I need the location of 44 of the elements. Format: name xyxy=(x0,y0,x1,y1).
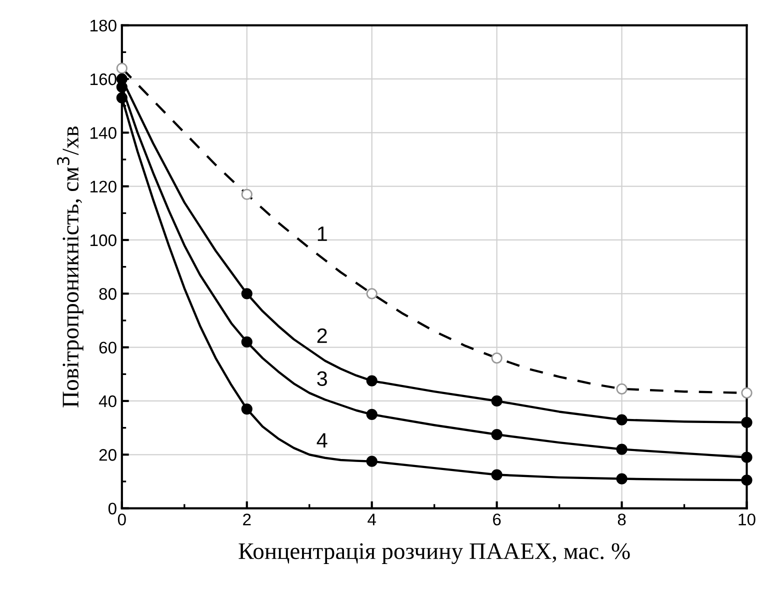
point xyxy=(491,469,502,480)
point xyxy=(241,188,252,200)
y-tick-label: 100 xyxy=(90,234,116,246)
y-tick-label: 160 xyxy=(90,73,116,86)
point xyxy=(491,395,502,407)
point xyxy=(366,375,378,386)
y-tick-label: 140 xyxy=(90,127,116,139)
point xyxy=(741,387,752,398)
point xyxy=(241,288,252,300)
point xyxy=(491,428,502,440)
series-label: 2 xyxy=(317,328,327,343)
y-tick-label: 180 xyxy=(90,20,116,32)
point xyxy=(241,336,252,348)
y-tick-label: 40 xyxy=(98,395,116,408)
point xyxy=(366,456,378,467)
point xyxy=(616,473,628,484)
point xyxy=(366,408,378,420)
y-tick-label: 0 xyxy=(108,502,116,515)
series-label: 4 xyxy=(316,433,328,448)
x-tick-label: 10 xyxy=(738,514,756,526)
x-axis-title: Концентрація розчину ПААЕХ, мас. % xyxy=(238,543,630,564)
y-tick-label: 80 xyxy=(99,288,116,300)
point xyxy=(491,352,502,364)
point xyxy=(116,62,128,74)
x-tick-label: 0 xyxy=(118,514,126,526)
series-label: 1 xyxy=(318,226,327,241)
y-axis-title: Повітропроникність, см$^{3}$/хв xyxy=(57,126,84,408)
point xyxy=(616,444,628,455)
point xyxy=(116,92,128,104)
y-tick-label: 60 xyxy=(99,342,116,354)
point xyxy=(616,414,628,426)
point xyxy=(741,416,752,428)
x-tick-label: 4 xyxy=(368,514,376,526)
point xyxy=(366,288,378,300)
y-tick-label: 20 xyxy=(99,449,116,461)
x-tick-label: 2 xyxy=(243,514,251,526)
y-tick-label: 120 xyxy=(90,180,116,193)
x-tick-label: 6 xyxy=(493,514,501,526)
point xyxy=(741,474,752,486)
x-tick-label: 8 xyxy=(618,514,626,526)
point xyxy=(741,452,752,463)
series-label: 3 xyxy=(317,371,327,386)
point xyxy=(241,403,252,415)
point xyxy=(616,383,628,394)
